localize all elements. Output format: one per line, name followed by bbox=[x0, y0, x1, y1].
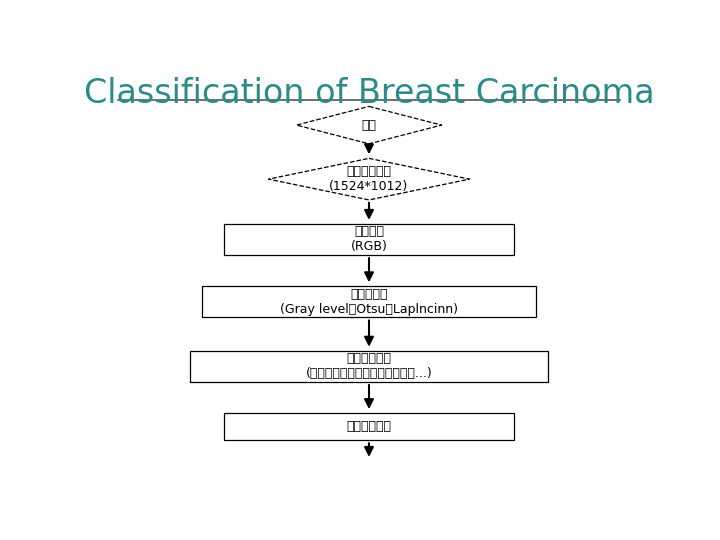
Bar bbox=[224, 413, 514, 440]
Text: 特徵値數分析
(學習比例、管拉何數、組織紋理...): 特徵値數分析 (學習比例、管拉何數、組織紋理...) bbox=[305, 352, 433, 380]
Text: 影像二元化
(Gray level、Otsu、Laplncinn): 影像二元化 (Gray level、Otsu、Laplncinn) bbox=[280, 288, 458, 316]
Bar bbox=[202, 286, 536, 318]
Text: 供好: 供好 bbox=[361, 119, 377, 132]
Text: Classification of Breast Carcinoma: Classification of Breast Carcinoma bbox=[84, 77, 654, 110]
Bar bbox=[190, 350, 548, 382]
Text: 彩影像轉
(RGB): 彩影像轉 (RGB) bbox=[351, 225, 387, 253]
Text: 自立組結判斷: 自立組結判斷 bbox=[346, 420, 392, 433]
Text: 輸入彩圖影像
(1524*1012): 輸入彩圖影像 (1524*1012) bbox=[329, 165, 409, 193]
Bar bbox=[224, 224, 514, 255]
